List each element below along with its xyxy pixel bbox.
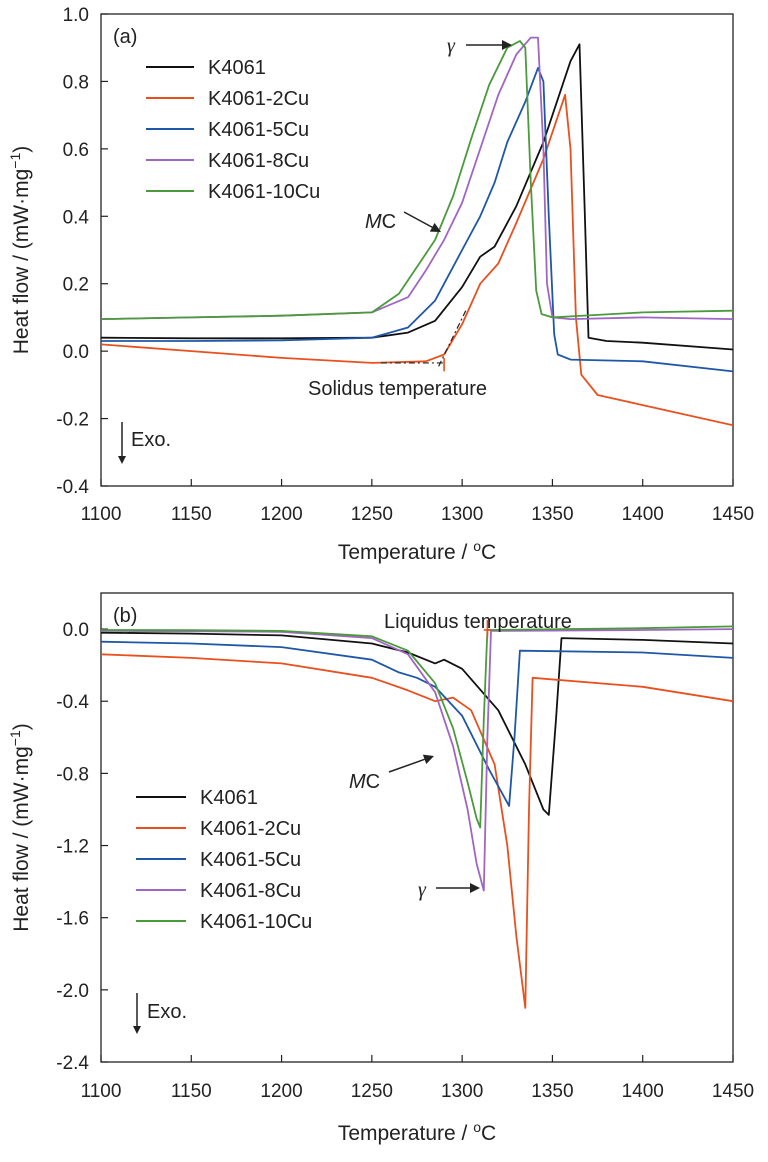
y-tick-label: -0.2 [56,410,89,431]
panel-label: (a) [113,26,137,48]
y-axis-title: Heat flow / (mW·mg−1) [7,723,33,931]
y-tick-label: 0.4 [63,207,90,228]
series-line-k4061-5cu [101,640,733,807]
exo-label: Exo. [131,429,171,451]
x-axis-title: Temperature / oC [338,538,496,564]
x-tick-label: 1200 [260,1081,302,1102]
y-tick-label: 0.6 [63,140,89,161]
liquidus-label: Liquidus temperature [384,611,572,633]
legend-label: K4061 [208,57,266,79]
y-axis-title: Heat flow / (mW·mg−1) [7,146,33,354]
x-tick-label: 1300 [441,504,483,525]
series-line-k4061-2cu [101,653,733,1009]
chart-panel-b: 1100 1150 1200 1250 1300 1350 1400 1450 -2.4 -2.0… [7,592,754,1145]
gamma-label: γ [447,35,456,57]
mc-arrow [403,211,433,228]
x-tick-label: 1250 [351,1081,393,1102]
y-tick-label: -1.2 [56,837,89,858]
gamma-arrow-head [502,40,512,50]
exo-arrow-head [118,456,126,464]
gamma-arrow-head [470,883,480,893]
x-tick-label: 1450 [712,1081,754,1102]
legend-label: K4061-10Cu [200,911,312,933]
y-tick-label: 0.2 [63,275,89,296]
legend-label: K4061-2Cu [208,88,309,110]
legend-label: K4061 [200,787,258,809]
chart-panel-a: 1100 1150 1200 1250 1300 1350 1400 1450 -0.4 -0.2… [7,5,754,564]
series-line-k4061 [101,43,733,351]
panel-label: (b) [113,605,137,627]
exo-arrow-head [133,1026,141,1034]
series-line-k4061-10cu [101,625,733,829]
solidus-label: Solidus temperature [308,378,487,400]
x-tick-label: 1150 [171,504,212,525]
y-tick-label: -2.0 [56,981,89,1002]
solidus-slope-tangent [438,310,467,367]
legend-label: K4061-8Cu [200,880,301,902]
x-tick-label: 1350 [531,1081,573,1102]
legend-label: K4061-2Cu [200,818,301,840]
y-tick-label: -2.4 [56,1053,89,1074]
x-tick-label: 1350 [531,504,573,525]
x-tick-label: 1100 [81,1081,122,1102]
y-tick-label: 0.0 [63,342,89,363]
gamma-label: γ [418,879,427,901]
y-tick-label: -0.4 [56,477,89,498]
x-tick-label: 1400 [622,504,664,525]
x-tick-label: 1150 [171,1081,212,1102]
legend-label: K4061-5Cu [208,119,309,141]
mc-label: MC [349,771,380,793]
x-tick-label: 1250 [351,504,393,525]
y-tick-label: 0.0 [63,620,89,641]
x-tick-label: 1200 [260,504,302,525]
x-tick-label: 1100 [81,504,122,525]
series-line-k4061-10cu [101,40,733,320]
legend-label: K4061-10Cu [208,181,320,203]
x-tick-label: 1450 [712,504,754,525]
mc-arrow-head [429,222,441,232]
plot-frame [100,13,734,487]
y-tick-label: 0.8 [63,72,89,93]
exo-label: Exo. [147,1001,187,1023]
y-tick-label: -1.6 [56,909,89,930]
series-line-k4061 [101,631,733,816]
plot-frame [100,592,734,1063]
mc-label: MC [365,211,396,233]
series-line-k4061-8cu [101,36,733,321]
x-tick-label: 1400 [622,1081,664,1102]
legend-label: K4061-5Cu [200,849,301,871]
mc-arrow-head [422,754,434,765]
legend-label: K4061-8Cu [208,150,309,172]
y-tick-label: 1.0 [63,5,89,26]
y-tick-label: -0.4 [56,692,89,713]
mc-arrow [388,758,425,773]
series-line-k4061-5cu [101,67,733,373]
series-line-k4061-2cu [101,94,733,427]
x-tick-label: 1300 [441,1081,483,1102]
series-line-k4061-8cu [101,628,733,892]
y-tick-label: -0.8 [56,764,89,785]
x-axis-title: Temperature / oC [338,1119,496,1145]
